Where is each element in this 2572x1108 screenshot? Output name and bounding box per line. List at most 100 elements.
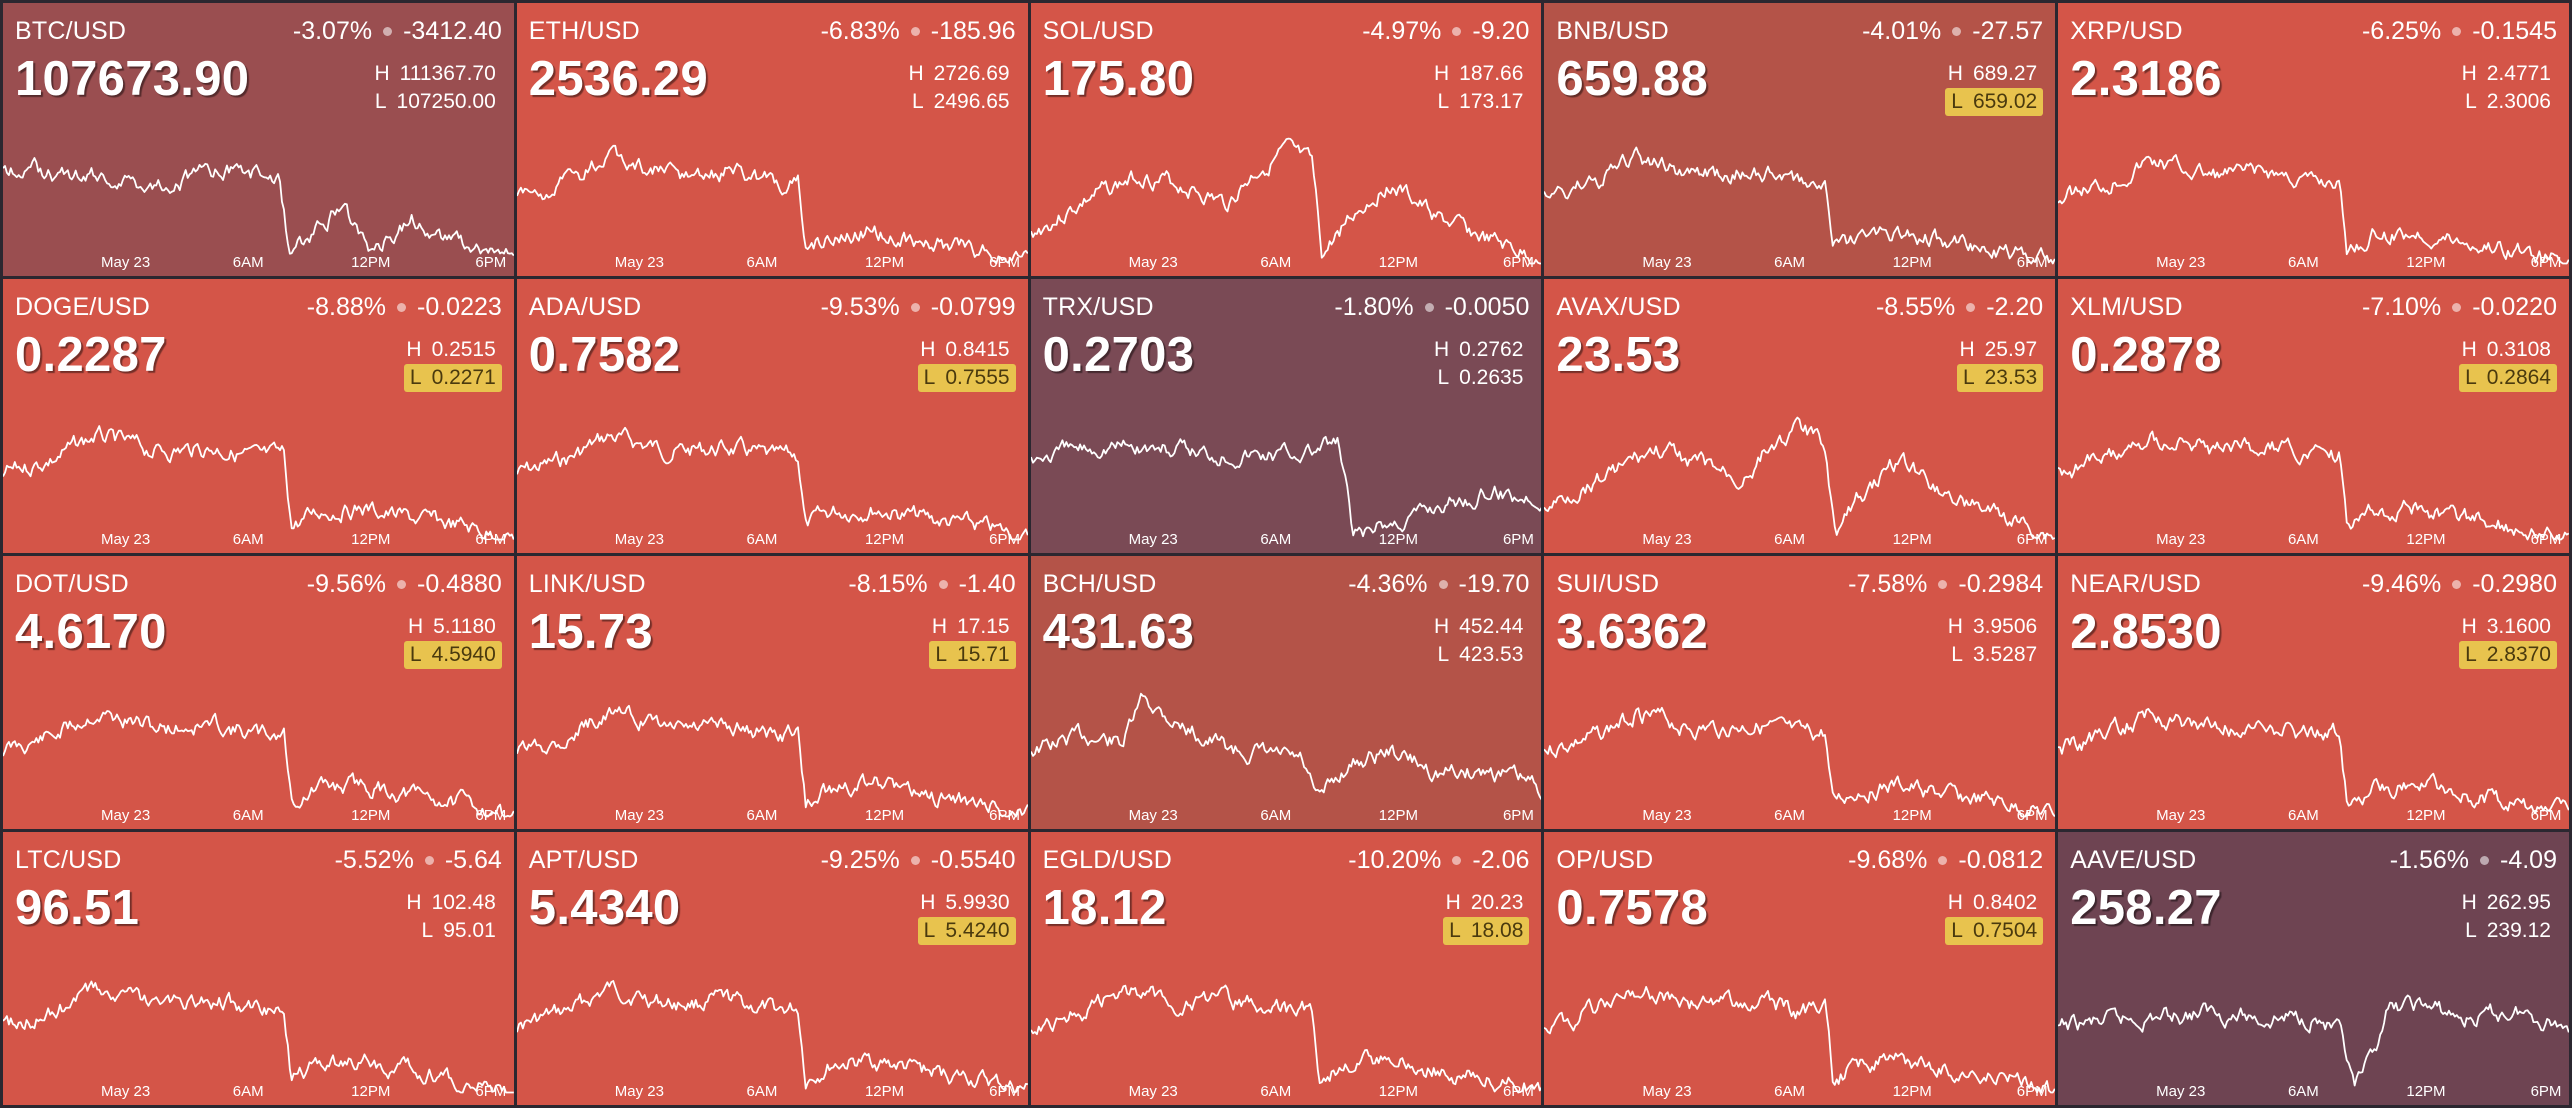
axis-label: 6PM [989,254,1021,272]
high-low-box: H 111367.70 L 107250.00 [327,60,502,116]
ticker-change: -8.55% -2.20 [1876,293,2043,322]
axis-label: 6PM [475,806,507,824]
change-delta: -0.0799 [930,293,1016,322]
change-percent: -8.15% [848,569,928,598]
high-low-box: H 0.8415 L 0.7555 [841,336,1016,393]
ticker-change: -9.53% -0.0799 [821,293,1016,322]
change-delta: -2.06 [1472,845,1530,874]
low-value: 2.3006 [2486,90,2551,113]
ticker-tile-doge[interactable]: DOGE/USD -8.88% -0.0223 0.2287 H 0.2515 … [3,279,514,553]
high-low-box: H 3.1600 L 2.8370 [2382,613,2557,669]
axis-label: 6AM [1260,1083,1292,1100]
sparkline-chart [1030,137,1542,265]
ticker-tile-ltc[interactable]: LTC/USD -5.52% -5.64 96.51 H 102.48 L 95… [3,831,514,1105]
ticker-symbol: SUI/USD [1556,569,1660,598]
sparkline-chart [1030,984,1542,1094]
low-row: L 239.12 [2459,917,2557,945]
low-value: 18.08 [1470,918,1524,942]
high-low-box: H 689.27 L 659.02 [1868,60,2044,116]
ticker-tile-xrp[interactable]: XRP/USD -6.25% -0.1545 2.3186 H 2.4771 L… [2058,3,2569,277]
high-row: H 689.27 [1942,60,2043,88]
high-label: H [2461,614,2477,638]
high-value: 0.3108 [2486,338,2551,362]
sparkline-path [516,427,1028,541]
axis-label: 6PM [2530,1083,2562,1100]
ticker-tile-sol[interactable]: SOL/USD -4.97% -9.20 175.80 H 187.66 L 1… [1030,3,1542,277]
ticker-tile-bnb[interactable]: BNB/USD -4.01% -27.57 659.88 H 689.27 L … [1544,3,2056,277]
change-percent: -9.25% [820,845,900,874]
ticker-symbol: NEAR/USD [2070,569,2201,598]
axis-label: 6PM [1502,1083,1534,1100]
change-delta: -4.09 [2500,845,2557,874]
ticker-tile-link[interactable]: LINK/USD -8.15% -1.40 15.73 H 17.15 L 15… [516,555,1028,829]
axis-label: 6PM [1502,254,1534,272]
ticker-tile-dot[interactable]: DOT/USD -9.56% -0.4880 4.6170 H 5.1180 L… [3,555,514,829]
high-low-box: H 3.9506 L 3.5287 [1868,613,2043,669]
ticker-tile-xlm[interactable]: XLM/USD -7.10% -0.0220 0.2878 H 0.3108 L… [2058,279,2569,553]
ticker-price: 5.4340 [528,880,681,935]
ticker-tile-near[interactable]: NEAR/USD -9.46% -0.2980 2.8530 H 3.1600 … [2058,555,2569,829]
low-row: L 107250.00 [369,88,502,116]
high-row: H 187.66 [1428,60,1529,88]
ticker-tile-ada[interactable]: ADA/USD -9.53% -0.0799 0.7582 H 0.8415 L… [516,279,1028,553]
sparkline-path [2058,154,2569,265]
ticker-tile-apt[interactable]: APT/USD -9.25% -0.5540 5.4340 H 5.9930 L… [516,831,1028,1105]
ticker-tile-btc[interactable]: BTC/USD -3.07% -3412.40 107673.90 H 1113… [3,3,514,277]
ticker-tile-sui[interactable]: SUI/USD -7.58% -0.2984 3.6362 H 3.9506 L… [1544,555,2056,829]
ticker-change: -7.10% -0.0220 [2362,293,2557,322]
high-low-box: H 2726.69 L 2496.65 [841,60,1016,116]
separator-dot-icon [938,579,948,589]
ticker-symbol: AVAX/USD [1556,293,1681,322]
axis-label: 6AM [232,530,264,548]
ticker-tile-eth[interactable]: ETH/USD -6.83% -185.96 2536.29 H 2726.69… [516,3,1028,277]
ticker-price: 258.27 [2070,880,2222,935]
ticker-change: -4.97% -9.20 [1362,17,1529,46]
ticker-tile-trx[interactable]: TRX/USD -1.80% -0.0050 0.2703 H 0.2762 L… [1030,279,1542,553]
high-row: H 111367.70 [368,60,501,88]
sparkline-path [1030,137,1542,265]
time-axis: May 23 6AM 12PM 6PM [2058,531,2569,549]
sparkline-path [3,157,514,257]
axis-label: May 23 [1128,530,1178,548]
time-axis: May 23 6AM 12PM 6PM [2058,1083,2569,1101]
ticker-change: -5.52% -5.64 [335,846,502,875]
time-axis: May 23 6AM 12PM 6PM [2058,254,2569,272]
sparkline-path [1030,692,1542,800]
sparkline-chart [1544,146,2056,265]
time-axis: May 23 6AM 12PM 6PM [2058,807,2569,825]
axis-label: 6AM [1260,254,1292,272]
ticker-price: 3.6362 [1556,604,1709,659]
low-value: 173.17 [1459,90,1524,113]
high-value: 2726.69 [933,62,1010,85]
ticker-price: 15.73 [528,604,653,659]
low-value: 0.2635 [1459,366,1524,390]
time-axis: May 23 6AM 12PM 6PM [1031,531,1542,549]
ticker-tile-egld[interactable]: EGLD/USD -10.20% -2.06 18.12 H 20.23 L 1… [1030,831,1542,1105]
ticker-tile-aave[interactable]: AAVE/USD -1.56% -4.09 258.27 H 262.95 L … [2058,831,2569,1105]
sparkline-chart [1544,985,2056,1094]
sparkline-path [2058,994,2569,1087]
ticker-tile-bch[interactable]: BCH/USD -4.36% -19.70 431.63 H 452.44 L … [1030,555,1542,829]
change-percent: -6.25% [2361,17,2442,45]
ticker-tile-avax[interactable]: AVAX/USD -8.55% -2.20 23.53 H 25.97 L 23… [1544,279,2056,553]
low-value: 423.53 [1459,642,1524,666]
change-percent: -4.97% [1362,17,1442,45]
sparkline-chart [3,425,514,541]
separator-dot-icon [383,27,393,36]
high-value: 0.2515 [431,338,496,362]
axis-label: 6PM [989,1083,1021,1100]
ticker-price: 0.7582 [528,328,681,383]
high-label: H [931,614,948,638]
change-delta: -27.57 [1972,17,2044,45]
ticker-change: -3.07% -3412.40 [293,17,502,46]
axis-label: May 23 [1642,530,1692,548]
low-label: L [409,366,422,390]
sparkline-path [3,709,514,817]
axis-label: 6AM [746,1083,778,1100]
ticker-tile-op[interactable]: OP/USD -9.68% -0.0812 0.7578 H 0.8402 L … [1544,831,2056,1105]
low-row: L 423.53 [1431,641,1529,669]
change-delta: -0.0050 [1444,293,1530,322]
low-row: L 3.5287 [1945,641,2043,669]
low-value: 5.4240 [945,918,1010,942]
axis-label: 12PM [1378,806,1418,824]
